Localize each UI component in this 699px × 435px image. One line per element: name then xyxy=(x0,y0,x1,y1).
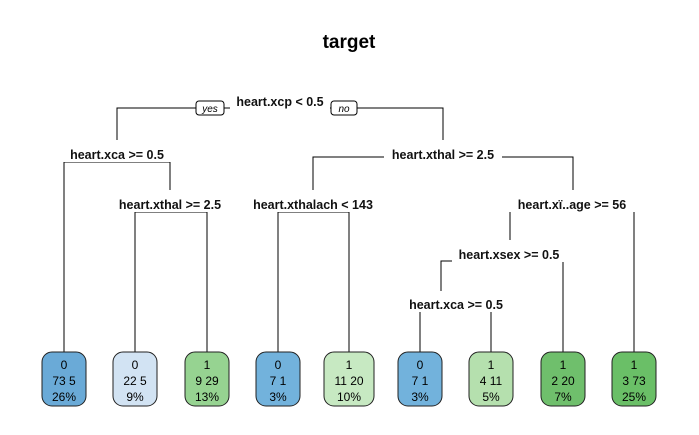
leaf-counts: 9 29 xyxy=(195,374,219,388)
no-tag: no xyxy=(330,100,358,116)
leaf-node: 0 73 5 26% xyxy=(41,351,87,407)
leaf-node: 0 7 1 3% xyxy=(397,351,443,407)
edge-ca2 xyxy=(419,310,492,358)
leaf-counts: 7 1 xyxy=(412,374,429,388)
svg-text:yes: yes xyxy=(201,104,218,115)
edge-thalach xyxy=(277,211,350,358)
leaf-node: 1 2 20 7% xyxy=(540,351,586,407)
leaf-percent: 3% xyxy=(411,390,429,404)
leaf-counts: 73 5 xyxy=(52,374,76,388)
leaf-node: 1 9 29 13% xyxy=(184,351,230,407)
yes-tag: yes xyxy=(195,100,225,116)
edge-age xyxy=(509,209,635,358)
leaf-class: 0 xyxy=(61,358,68,372)
edge-ca1 xyxy=(63,161,171,358)
leaf-percent: 5% xyxy=(482,390,500,404)
split-node-thal2: heart.xthal >= 2.5 xyxy=(384,146,502,162)
svg-text:heart.xthal >= 2.5: heart.xthal >= 2.5 xyxy=(119,198,221,212)
leaf-node: 1 3 73 25% xyxy=(611,351,657,407)
split-node-ca1: heart.xca >= 0.5 xyxy=(62,146,172,162)
leaf-node: 1 11 20 10% xyxy=(323,351,375,407)
leaf-percent: 3% xyxy=(269,390,287,404)
svg-text:heart.xsex >= 0.5: heart.xsex >= 0.5 xyxy=(459,248,560,262)
leaf-percent: 7% xyxy=(554,390,572,404)
svg-text:no: no xyxy=(338,104,350,115)
svg-text:heart.xthal >= 2.5: heart.xthal >= 2.5 xyxy=(392,148,494,162)
leaf-counts: 3 73 xyxy=(622,374,646,388)
leaf-class: 1 xyxy=(346,358,353,372)
split-nodes: heart.xcp < 0.5 heart.xca >= 0.5 heart.x… xyxy=(62,93,635,312)
leaf-class: 1 xyxy=(488,358,495,372)
leaf-percent: 25% xyxy=(622,390,646,404)
leaf-counts: 11 20 xyxy=(334,374,363,388)
split-node-sex: heart.xsex >= 0.5 xyxy=(452,246,566,262)
svg-text:heart.xca >= 0.5: heart.xca >= 0.5 xyxy=(409,298,503,312)
split-node-thalach: heart.xthalach < 143 xyxy=(244,196,382,212)
svg-text:heart.xthalach < 143: heart.xthalach < 143 xyxy=(253,198,373,212)
leaf-percent: 9% xyxy=(126,390,144,404)
leaf-node: 0 22 5 9% xyxy=(112,351,158,407)
leaf-class: 0 xyxy=(132,358,139,372)
svg-text:heart.xcp < 0.5: heart.xcp < 0.5 xyxy=(236,95,323,109)
split-node-thal1: heart.xthal >= 2.5 xyxy=(111,196,229,212)
leaf-counts: 7 1 xyxy=(270,374,287,388)
tree-edges xyxy=(63,107,635,358)
leaf-class: 1 xyxy=(631,358,638,372)
leaf-percent: 26% xyxy=(52,390,76,404)
chart-title: target xyxy=(323,32,376,53)
split-node-age: heart.xï..age >= 56 xyxy=(509,196,635,212)
leaf-counts: 2 20 xyxy=(551,374,575,388)
leaf-class: 1 xyxy=(560,358,567,372)
edge-root xyxy=(116,107,444,140)
split-node-ca2: heart.xca >= 0.5 xyxy=(401,296,511,312)
leaf-class: 0 xyxy=(275,358,282,372)
leaf-node: 0 7 1 3% xyxy=(255,351,301,407)
leaf-node: 1 4 11 5% xyxy=(468,351,514,407)
leaf-counts: 22 5 xyxy=(123,374,147,388)
leaf-class: 0 xyxy=(417,358,424,372)
svg-text:heart.xï..age >= 56: heart.xï..age >= 56 xyxy=(518,198,626,212)
leaf-percent: 13% xyxy=(195,390,219,404)
svg-text:heart.xca >= 0.5: heart.xca >= 0.5 xyxy=(70,148,164,162)
leaf-percent: 10% xyxy=(337,390,361,404)
edge-thal1 xyxy=(134,211,208,358)
leaf-nodes: 0 73 5 26% 0 22 5 9% 1 9 29 13% 0 7 1 3%… xyxy=(41,351,657,407)
split-node-root: heart.xcp < 0.5 xyxy=(230,93,330,109)
leaf-counts: 4 11 xyxy=(480,374,503,388)
leaf-class: 1 xyxy=(204,358,211,372)
